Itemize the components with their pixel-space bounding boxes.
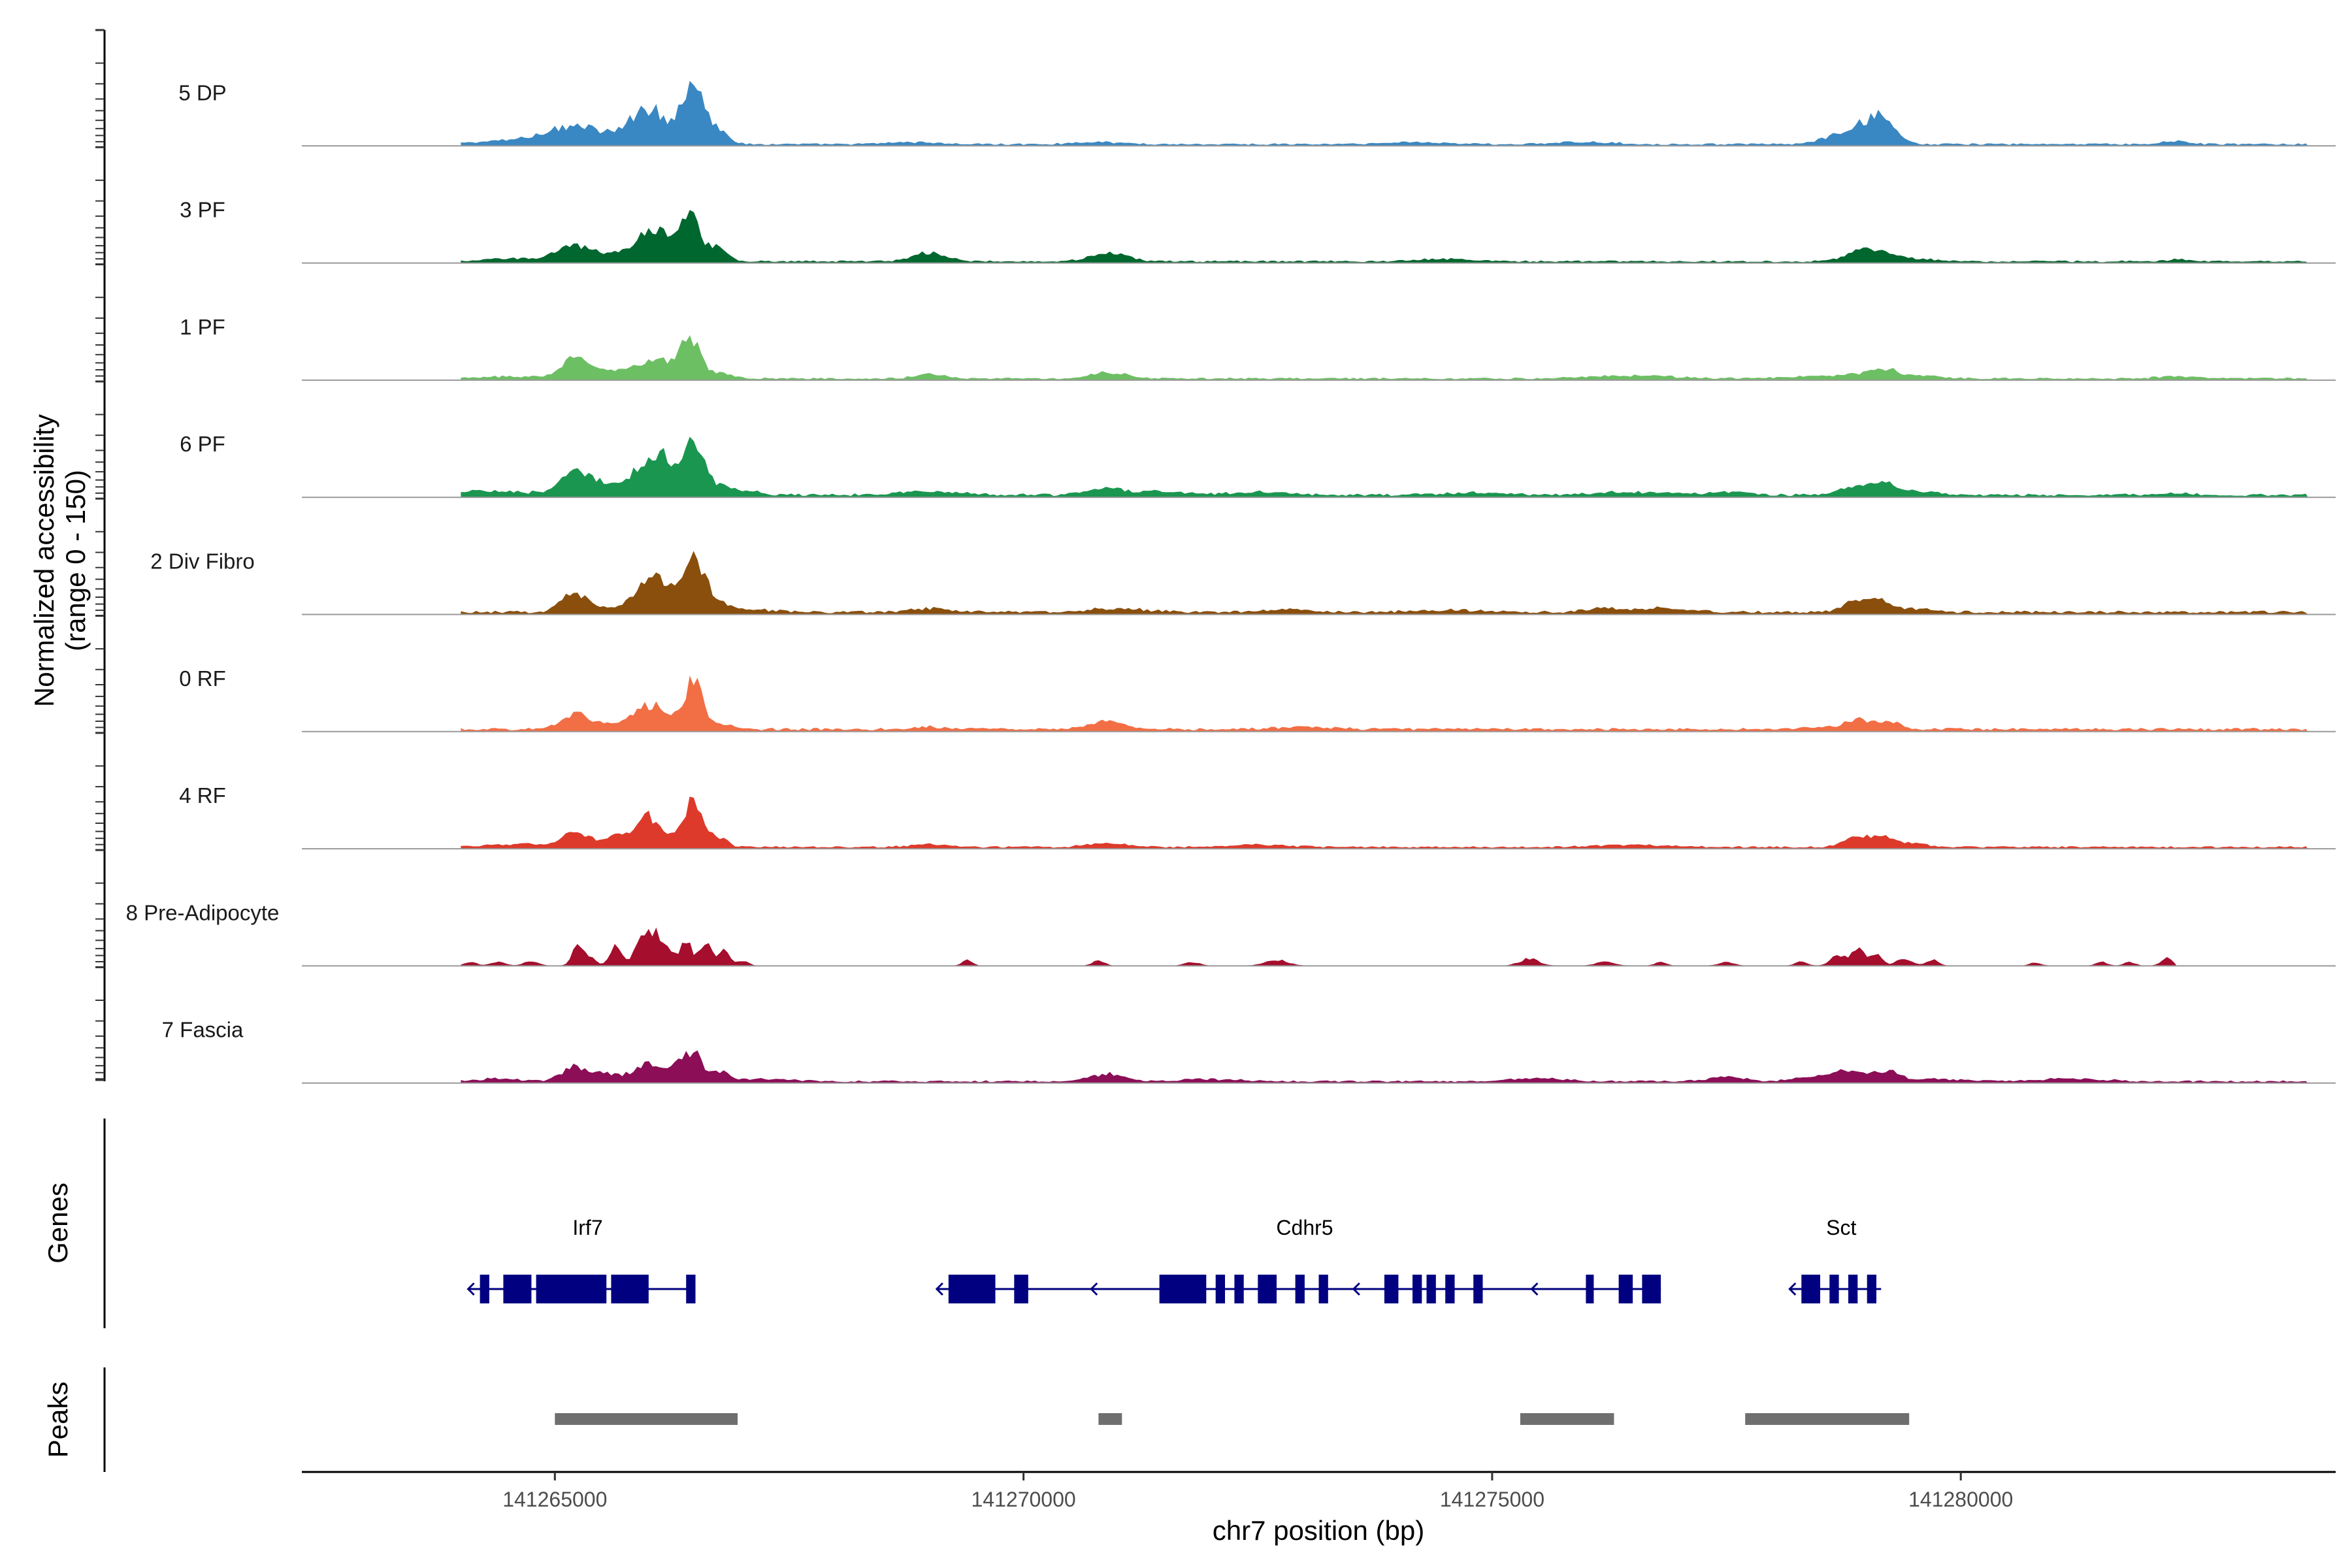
track-1-pf: 1 PF	[180, 315, 2336, 381]
exon	[1014, 1275, 1028, 1303]
exon	[1295, 1275, 1305, 1303]
exon	[948, 1275, 996, 1303]
exon	[1215, 1275, 1225, 1303]
gene-models: Irf7 Cdhr5 Sct	[466, 1216, 1882, 1303]
track-label-0-rf: 0 RF	[179, 666, 226, 691]
exon	[1829, 1275, 1839, 1303]
exon	[1642, 1275, 1661, 1303]
strand-arrow	[935, 1282, 943, 1296]
exon	[611, 1275, 649, 1303]
track-label-4-rf: 4 RF	[179, 783, 226, 808]
exon	[1159, 1275, 1207, 1303]
exon	[1473, 1275, 1483, 1303]
peak-bar	[1520, 1413, 1614, 1425]
track-label-5-dp: 5 DP	[178, 80, 226, 105]
peak-bar	[1745, 1413, 1910, 1425]
track-label-2-div-fibro: 2 Div Fibro	[150, 549, 255, 574]
exon	[1586, 1275, 1594, 1303]
genes-panel-label: Genes	[42, 1183, 73, 1264]
exon	[1413, 1275, 1422, 1303]
exon	[1801, 1275, 1820, 1303]
coverage-area-1-pf	[461, 335, 2309, 381]
gene-cdhr5: Cdhr5	[935, 1216, 1661, 1303]
track-0-rf: 0 RF	[179, 666, 2336, 732]
y-axis-ticks	[95, 29, 105, 1081]
coverage-area-3-pf	[461, 210, 2308, 264]
track-7-fascia: 7 Fascia	[162, 1018, 2336, 1084]
exon	[536, 1275, 607, 1303]
exon	[686, 1275, 696, 1303]
strand-arrow	[1352, 1282, 1360, 1296]
gene-label-sct: Sct	[1826, 1216, 1856, 1239]
track-label-1-pf: 1 PF	[180, 315, 225, 339]
track-8-pre-adipocyte: 8 Pre-Adipocyte	[126, 900, 2336, 967]
strand-arrow	[1530, 1282, 1539, 1296]
coverage-area-5-dp	[461, 80, 2309, 146]
x-tick-label: 141280000	[1908, 1488, 2013, 1511]
track-label-7-fascia: 7 Fascia	[162, 1018, 244, 1042]
y-axis-title-line1: Normalized accessibility	[29, 414, 59, 707]
peak-regions	[555, 1413, 1910, 1425]
exon	[1384, 1275, 1399, 1303]
exon	[1618, 1275, 1633, 1303]
peak-bar	[555, 1413, 738, 1425]
peak-bar	[1098, 1413, 1122, 1425]
gene-label-cdhr5: Cdhr5	[1276, 1216, 1333, 1239]
strand-arrow	[1090, 1282, 1098, 1296]
exon	[1426, 1275, 1436, 1303]
x-axis-ticks: 141265000 141270000 141275000 141280000	[502, 1472, 2013, 1511]
gene-sct: Sct	[1788, 1216, 1882, 1303]
exon	[1445, 1275, 1455, 1303]
gene-irf7: Irf7	[466, 1216, 696, 1303]
exon	[1318, 1275, 1328, 1303]
x-tick-label: 141265000	[502, 1488, 607, 1511]
track-label-6-pf: 6 PF	[180, 432, 225, 456]
track-label-8-pre-adipocyte: 8 Pre-Adipocyte	[126, 900, 280, 924]
x-tick-label: 141270000	[972, 1488, 1076, 1511]
coverage-area-6-pf	[461, 436, 2308, 498]
x-axis-title: chr7 position (bp)	[1213, 1515, 1425, 1546]
track-2-div-fibro: 2 Div Fibro	[150, 549, 2336, 615]
strand-arrow	[1788, 1282, 1797, 1296]
exon	[1867, 1275, 1876, 1303]
track-3-pf: 3 PF	[180, 198, 2336, 264]
exon	[1258, 1275, 1277, 1303]
exon	[480, 1275, 489, 1303]
track-label-3-pf: 3 PF	[180, 198, 225, 222]
track-5-dp: 5 DP	[178, 80, 2336, 147]
coverage-area-0-rf	[461, 676, 2309, 732]
coverage-area-4-rf	[461, 796, 2309, 849]
exon	[1848, 1275, 1858, 1303]
x-tick-label: 141275000	[1440, 1488, 1544, 1511]
coverage-area-2-div-fibro	[461, 551, 2309, 615]
strand-arrow	[466, 1282, 475, 1296]
track-6-pf: 6 PF	[180, 432, 2336, 498]
y-axis-title-line2: (range 0 - 150)	[60, 470, 91, 651]
coverage-tracks: 5 DP 3 PF 1 PF 6 PF 2 Div Fibro 0 RF 4 RF 8 Pre…	[126, 80, 2336, 1084]
peaks-panel-label: Peaks	[42, 1382, 73, 1458]
exon	[1234, 1275, 1244, 1303]
exon	[503, 1275, 532, 1303]
track-4-rf: 4 RF	[179, 783, 2336, 850]
coverage-area-7-fascia	[461, 1050, 2309, 1084]
gene-label-irf7: Irf7	[572, 1216, 602, 1239]
